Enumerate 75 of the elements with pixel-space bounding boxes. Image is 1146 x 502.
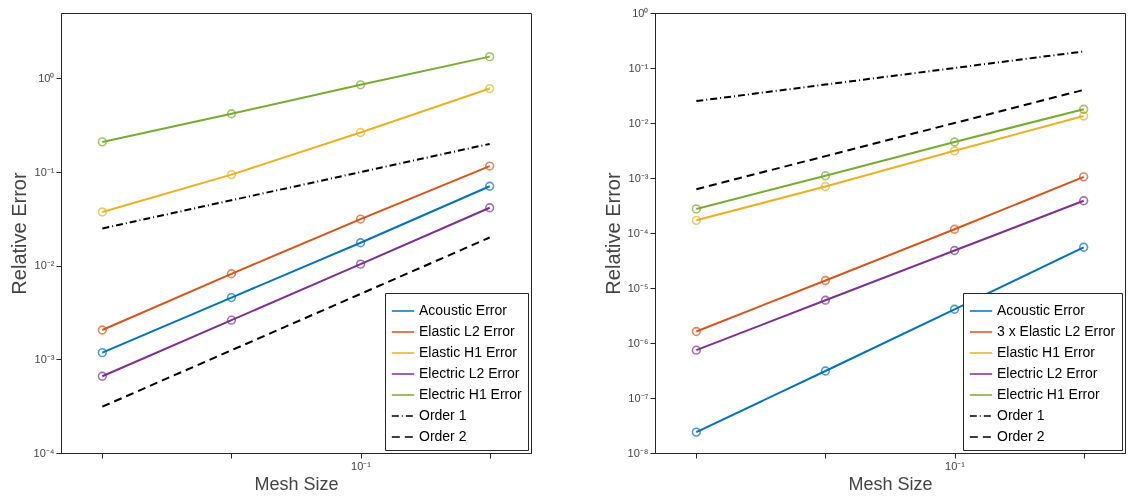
legend-label: Electric L2 Error: [997, 365, 1098, 381]
point: [949, 245, 960, 256]
point: [485, 83, 495, 94]
legend-label: Order 2: [419, 428, 467, 444]
line-series: [101, 142, 491, 230]
y-axis-title: Relative Error: [7, 172, 30, 295]
point: [485, 203, 495, 213]
point: [1079, 104, 1089, 114]
point: [820, 171, 831, 181]
point: [97, 347, 107, 358]
y-tick-label: 10⁻³: [34, 352, 55, 365]
point: [355, 214, 366, 224]
point: [691, 215, 701, 225]
point: [226, 169, 237, 180]
legend-label: Elastic H1 Error: [419, 344, 518, 360]
y-tick-label: 10⁻⁵: [627, 281, 649, 294]
legend-label: Electric L2 Error: [419, 365, 520, 381]
legend-label: 3 x Elastic L2 Error: [997, 323, 1116, 339]
point: [820, 275, 831, 286]
y-axis-title: Relative Error: [601, 172, 624, 295]
point: [226, 109, 237, 119]
point: [820, 295, 831, 305]
legend-label: Acoustic Error: [997, 302, 1086, 318]
point: [226, 315, 237, 325]
point: [1079, 242, 1089, 252]
y-tick-label: 10⁻⁴: [627, 226, 649, 239]
legend-label: Order 1: [997, 407, 1045, 423]
legend-label: Electric H1 Error: [997, 386, 1101, 402]
y-tick-label: 10⁻²: [628, 116, 649, 129]
y-tick-label: 10⁰: [632, 6, 649, 19]
line-series: [695, 88, 1085, 191]
x-axis-title: Mesh Size: [848, 473, 933, 494]
point: [355, 259, 366, 269]
y-tick-label: 10⁻⁶: [627, 336, 649, 349]
legend-label: Order 2: [997, 428, 1045, 444]
y-tick-label: 10⁰: [38, 71, 55, 84]
legend-label: Electric H1 Error: [419, 386, 523, 402]
point: [1079, 111, 1089, 121]
point: [949, 224, 960, 234]
point: [355, 127, 366, 138]
y-tick-label: 10⁻²: [34, 259, 55, 272]
point: [820, 181, 831, 192]
y-tick-label: 10⁻⁴: [33, 446, 55, 459]
legend-label: Elastic H1 Error: [997, 344, 1096, 360]
y-tick-label: 10⁻⁸: [627, 446, 649, 459]
point: [485, 51, 495, 62]
point: [226, 269, 237, 279]
point: [691, 345, 701, 355]
point: [485, 181, 495, 191]
legend-label: Elastic L2 Error: [419, 323, 516, 339]
line-series: [695, 50, 1085, 103]
y-tick-label: 10⁻¹: [628, 61, 649, 74]
y-tick-label: 10⁻³: [628, 171, 649, 184]
point: [1079, 196, 1089, 206]
x-axis-title: Mesh Size: [254, 473, 339, 494]
legend-label: Order 1: [419, 407, 467, 423]
legend-label: Acoustic Error: [419, 302, 508, 318]
point: [820, 366, 831, 376]
point: [97, 207, 107, 217]
point: [355, 238, 366, 248]
point: [1079, 172, 1089, 182]
point: [691, 427, 701, 437]
point: [97, 325, 107, 335]
point: [691, 326, 701, 337]
point: [949, 304, 960, 314]
y-tick-label: 10⁻¹: [34, 165, 55, 178]
point: [226, 292, 237, 303]
point: [485, 161, 495, 171]
point: [691, 204, 701, 214]
point: [949, 146, 960, 156]
point: [97, 371, 107, 381]
point: [949, 137, 960, 147]
y-tick-label: 10⁻⁷: [628, 391, 649, 404]
point: [355, 80, 366, 90]
point: [97, 137, 107, 147]
